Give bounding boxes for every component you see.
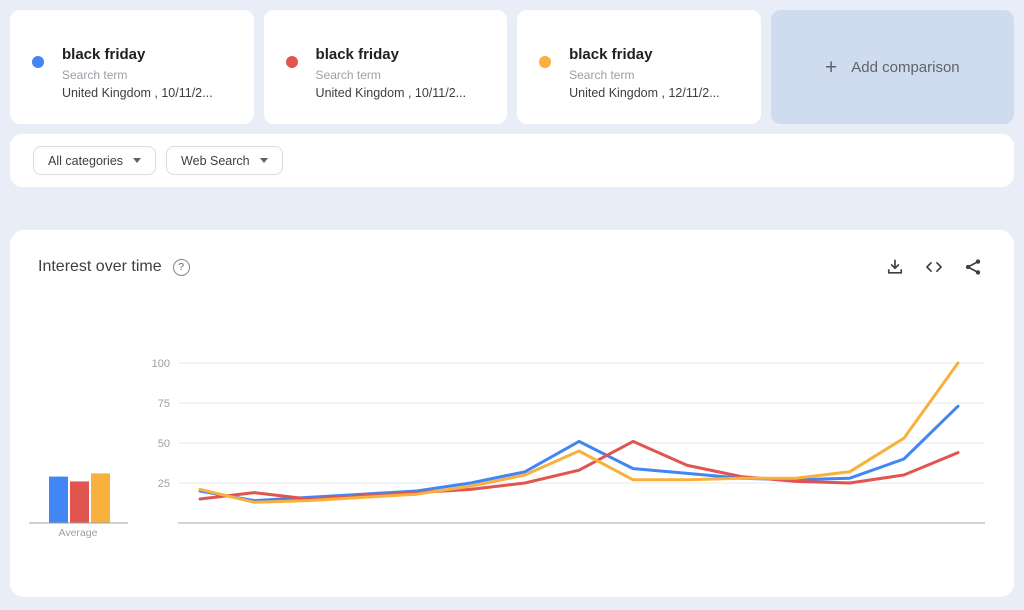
filter-bar: All categories Web Search bbox=[10, 134, 1014, 187]
search-type-dropdown[interactable]: Web Search bbox=[166, 146, 283, 175]
term-meta: United Kingdom , 10/11/2... bbox=[62, 85, 213, 100]
chart-actions bbox=[884, 256, 984, 278]
svg-text:50: 50 bbox=[158, 438, 170, 450]
series-color-dot-blue bbox=[32, 56, 44, 68]
comparison-row: black friday Search term United Kingdom … bbox=[0, 0, 1024, 124]
embed-icon[interactable] bbox=[923, 256, 945, 278]
series-color-dot-yellow bbox=[539, 56, 552, 68]
svg-text:Average: Average bbox=[59, 527, 98, 539]
chart-title: Interest over time bbox=[38, 258, 162, 275]
chart-header: Interest over time ? bbox=[10, 230, 1014, 278]
term-card-1[interactable]: black friday Search term United Kingdom … bbox=[10, 10, 254, 124]
add-comparison-button[interactable]: + Add comparison bbox=[770, 10, 1015, 124]
chevron-down-icon bbox=[133, 158, 142, 163]
term-type: Search term bbox=[315, 67, 381, 82]
help-icon[interactable]: ? bbox=[172, 258, 190, 276]
svg-text:25: 25 bbox=[158, 478, 170, 490]
chevron-down-icon bbox=[259, 158, 268, 163]
category-dropdown-label: All categories bbox=[48, 153, 124, 168]
term-meta: United Kingdom , 12/11/2... bbox=[569, 85, 720, 100]
series-color-dot-red bbox=[285, 56, 298, 68]
term-card-3[interactable]: black friday Search term United Kingdom … bbox=[517, 10, 761, 124]
term-card-2[interactable]: black friday Search term United Kingdom … bbox=[263, 10, 508, 124]
svg-text:100: 100 bbox=[152, 358, 170, 370]
term-title: black friday bbox=[62, 46, 146, 63]
download-icon[interactable] bbox=[884, 256, 906, 278]
term-title: black friday bbox=[315, 46, 399, 63]
term-meta: United Kingdom , 10/11/2... bbox=[315, 85, 467, 100]
add-comparison-label: Add comparison bbox=[851, 58, 960, 76]
trend-chart[interactable]: 25 50 75 100 Average bbox=[10, 330, 1014, 560]
svg-text:75: 75 bbox=[158, 398, 170, 410]
term-type: Search term bbox=[62, 67, 128, 82]
share-icon[interactable] bbox=[962, 256, 984, 278]
interest-over-time-card: Interest over time ? bbox=[10, 230, 1014, 597]
category-dropdown[interactable]: All categories bbox=[33, 146, 157, 175]
search-type-dropdown-label: Web Search bbox=[181, 153, 250, 168]
plus-icon: + bbox=[824, 55, 838, 79]
term-title: black friday bbox=[569, 46, 653, 63]
term-type: Search term bbox=[569, 67, 635, 82]
trend-chart-svg: 25 50 75 100 Average bbox=[29, 358, 985, 539]
